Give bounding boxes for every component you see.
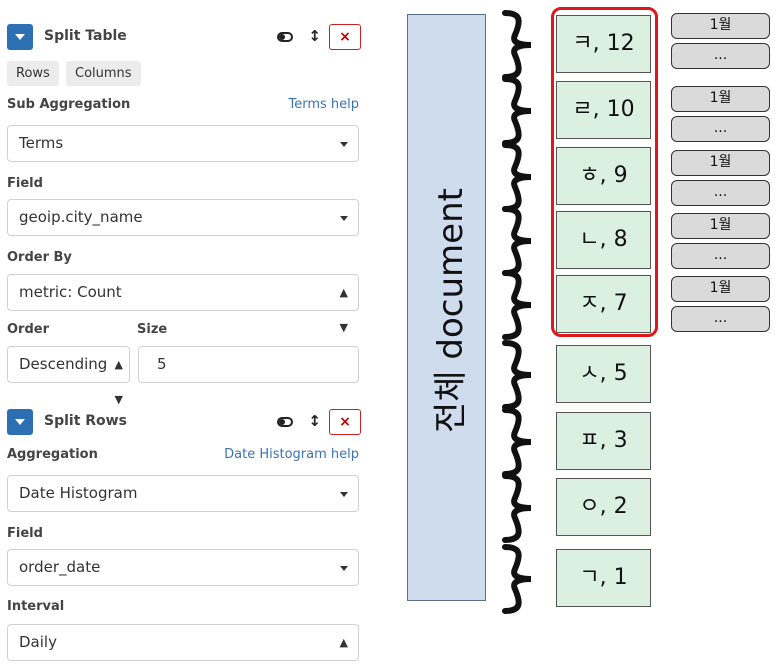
month-bucket: 1월 (671, 86, 770, 112)
order-by-select[interactable]: metric: Count ▲ ▼ (7, 274, 359, 334)
order-value: Descending (19, 355, 108, 373)
split-table-title: Split Table (44, 28, 127, 44)
term-bucket: ㅈ, 7 (556, 275, 651, 333)
chevron-down-icon (340, 492, 348, 497)
curly-brace (502, 206, 532, 276)
curly-brace (502, 142, 532, 212)
sub-aggregation-select[interactable]: Terms (7, 125, 359, 162)
sub-aggregation-label: Sub Aggregation (7, 97, 131, 112)
updown-arrows-icon: ▲▼ (114, 358, 123, 406)
month-bucket: 1월 (671, 213, 770, 239)
more-bucket: ... (671, 243, 770, 269)
interval-label: Interval (7, 599, 65, 614)
terms-help-link[interactable]: Terms help (288, 97, 359, 112)
toggle-icon[interactable] (277, 32, 293, 42)
order-by-label: Order By (7, 250, 72, 265)
toggle-icon[interactable] (277, 417, 293, 427)
collapse-split-table-button[interactable] (7, 24, 33, 50)
term-bucket: ㅅ, 5 (556, 345, 651, 403)
bucket-diagram: 전체 document ㅋ, 12 ㄹ, 10 ㅎ, 9 ㄴ, 8 ㅈ, 7 ㅅ, 5 ㅍ,… (395, 0, 781, 669)
aggregation-select[interactable]: Date Histogram (7, 475, 359, 512)
size-label: Size (137, 322, 168, 337)
tab-rows[interactable]: Rows (7, 61, 59, 86)
date-histogram-help-link[interactable]: Date Histogram help (224, 447, 359, 462)
field-value: order_date (19, 558, 101, 576)
interval-select[interactable]: Daily ▲▼ (7, 624, 359, 661)
curly-brace (502, 407, 532, 477)
braces-group (502, 10, 532, 614)
field-select[interactable]: order_date (7, 549, 359, 586)
term-bucket: ㅍ, 3 (556, 412, 651, 470)
aggregation-panel: Split Table ↕ × Rows Columns Sub Aggrega… (0, 0, 368, 669)
month-bucket: 1월 (671, 13, 770, 39)
updown-arrows-icon: ▲▼ (339, 286, 348, 334)
more-bucket: ... (671, 43, 770, 69)
remove-split-rows-button[interactable]: × (329, 409, 361, 435)
term-bucket: ㄱ, 1 (556, 549, 651, 607)
split-table-header: Split Table ↕ × (7, 24, 361, 50)
collapse-split-rows-button[interactable] (7, 409, 33, 435)
curly-brace (502, 76, 532, 146)
more-bucket: ... (671, 180, 770, 206)
split-rows-header: Split Rows ↕ × (7, 409, 361, 435)
curly-brace (502, 544, 532, 614)
reorder-icon[interactable]: ↕ (308, 27, 321, 45)
term-bucket: ㅇ, 2 (556, 478, 651, 536)
month-bucket: 1월 (671, 276, 770, 302)
remove-split-table-button[interactable]: × (329, 24, 361, 50)
more-bucket: ... (671, 306, 770, 332)
interval-value: Daily (19, 633, 57, 651)
size-input[interactable]: 5 (138, 346, 359, 383)
order-label: Order (7, 322, 49, 337)
term-bucket: ㅋ, 12 (556, 15, 651, 73)
curly-brace (502, 270, 532, 340)
term-bucket: ㅎ, 9 (556, 147, 651, 205)
order-select[interactable]: Descending ▲ ▼ (7, 346, 130, 406)
document-label: 전체 document (431, 188, 471, 433)
month-bucket: 1월 (671, 150, 770, 176)
chevron-down-icon (340, 216, 348, 221)
field-label: Field (7, 526, 43, 541)
curly-brace (502, 10, 532, 80)
term-bucket: ㄹ, 10 (556, 81, 651, 139)
chevron-down-icon (340, 566, 348, 571)
top-n-highlight (551, 7, 658, 337)
split-rows-title: Split Rows (44, 413, 127, 429)
term-bucket: ㄴ, 8 (556, 211, 651, 269)
field-label: Field (7, 176, 43, 191)
field-select[interactable]: geoip.city_name (7, 199, 359, 236)
aggregation-value: Date Histogram (19, 484, 138, 502)
updown-arrows-icon: ▲▼ (339, 636, 348, 649)
tab-columns[interactable]: Columns (66, 61, 141, 86)
order-by-value: metric: Count (19, 283, 122, 301)
sub-aggregation-value: Terms (19, 134, 64, 152)
reorder-icon[interactable]: ↕ (308, 412, 321, 430)
chevron-down-icon (340, 142, 348, 147)
more-bucket: ... (671, 116, 770, 142)
document-bar: 전체 document (407, 14, 486, 601)
size-value: 5 (157, 355, 167, 373)
field-value: geoip.city_name (19, 208, 143, 226)
curly-brace (502, 473, 532, 543)
aggregation-label: Aggregation (7, 447, 98, 462)
curly-brace (502, 340, 532, 410)
